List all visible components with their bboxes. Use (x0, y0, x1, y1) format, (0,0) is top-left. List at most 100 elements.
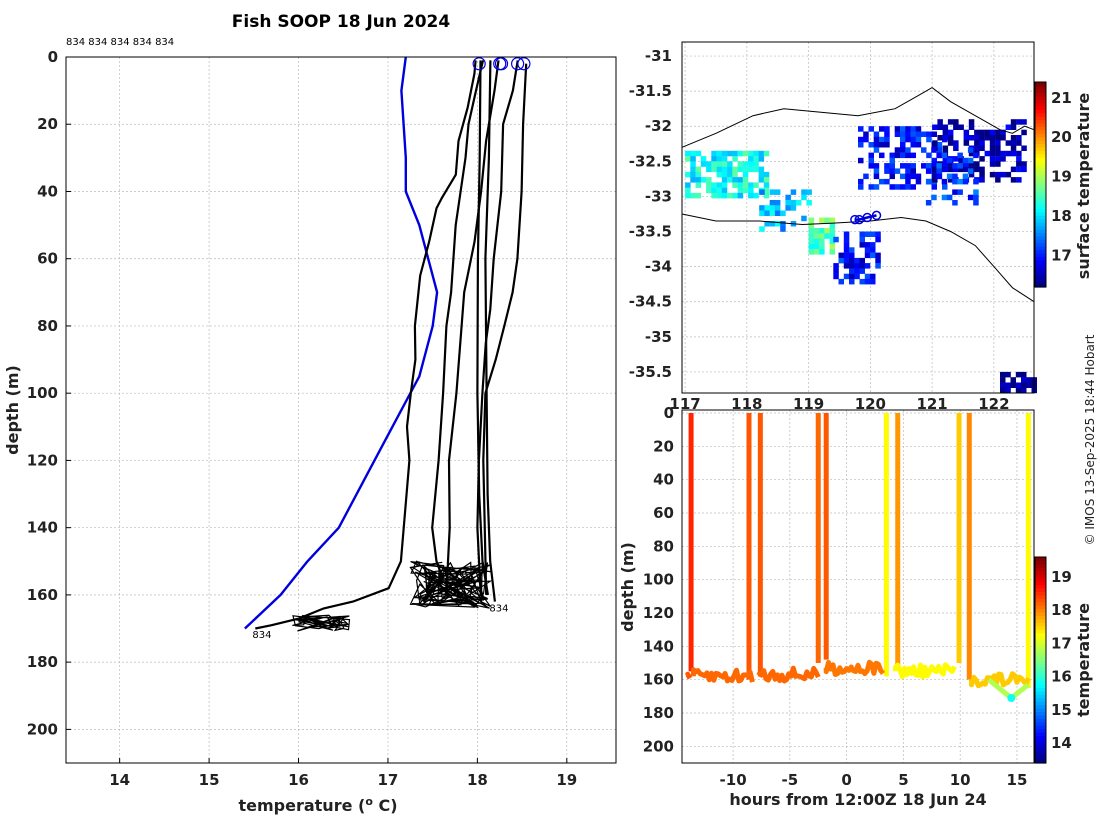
sst-pixel (859, 278, 865, 285)
time-colorbar-swatch (1035, 670, 1046, 675)
sst-pixel (995, 161, 1001, 167)
sst-pixel (1026, 377, 1032, 383)
sst-pixel (1005, 150, 1012, 157)
sst-pixel (759, 205, 765, 211)
sst-pixel (973, 178, 979, 185)
time-tick-label: 5 (898, 771, 908, 789)
map-colorbar-swatch (1035, 252, 1046, 257)
time-colorbar-swatch (1035, 591, 1046, 596)
sst-pixel (989, 161, 996, 167)
sst-pixel (863, 131, 869, 137)
sst-pixel (769, 200, 776, 206)
sst-pixel (1016, 177, 1022, 183)
sst-pixel (858, 178, 864, 185)
sst-pixel (947, 177, 954, 183)
sst-pixel (685, 150, 691, 157)
sst-pixel (879, 142, 885, 148)
time-colorbar-swatch (1035, 618, 1046, 623)
sst-pixel (742, 166, 749, 173)
time-depth-y-axis-label: depth (m) (618, 542, 637, 632)
sst-pixel (952, 200, 958, 206)
sst-pixel (1016, 140, 1022, 146)
sst-pixel (884, 163, 890, 169)
sst-pixel (742, 161, 749, 167)
time-colorbar-swatch (1035, 704, 1046, 709)
climatology-line (244, 56, 439, 630)
sst-pixel (748, 161, 754, 167)
sst-pixel (690, 192, 696, 199)
sst-pixel (1016, 161, 1022, 167)
time-colorbar-tick-label: 14 (1051, 734, 1072, 752)
sst-pixel (1000, 129, 1006, 136)
sst-pixel (973, 189, 979, 195)
sst-pixel (931, 184, 937, 190)
sst-pixel (758, 166, 765, 173)
sst-pixel (864, 273, 871, 280)
sst-pixel (721, 171, 728, 178)
time-colorbar-tick-label: 16 (1051, 668, 1072, 686)
sst-pixel (819, 243, 825, 250)
sst-pixel (813, 238, 820, 245)
map-colorbar-swatch (1035, 143, 1046, 148)
sst-pixel (858, 126, 864, 132)
profile-bottom-tangle (409, 560, 493, 609)
map-colorbar-swatch (1035, 102, 1046, 107)
depth-tick-label: 20 (653, 437, 674, 455)
time-colorbar-tick-label: 19 (1051, 568, 1072, 586)
sst-pixel (894, 126, 901, 132)
sst-pixel (1026, 382, 1032, 388)
sst-pixel (905, 163, 911, 169)
sst-pixel (727, 150, 733, 157)
sst-pixel (763, 150, 770, 157)
tow-segment (756, 665, 821, 684)
time-colorbar-swatch (1035, 694, 1046, 699)
sst-pixel (905, 136, 911, 143)
sst-pixel (942, 184, 948, 190)
map-colorbar-swatch (1035, 259, 1046, 264)
map-colorbar-swatch (1035, 88, 1046, 93)
sst-pixel (721, 182, 728, 188)
sst-pixel (958, 156, 964, 162)
map-colorbar-frame (1034, 81, 1047, 288)
sst-pixel (833, 273, 839, 280)
sst-pixel (957, 178, 963, 185)
sst-pixel (833, 236, 839, 243)
depth-tick-label: 160 (643, 671, 674, 689)
x-tick-label: 16 (288, 771, 309, 789)
sst-pixel (864, 231, 871, 237)
y-tick-label: 40 (37, 182, 58, 200)
time-colorbar-swatch (1035, 653, 1046, 658)
sst-pixel (764, 221, 770, 227)
profile-bottom-tangle (292, 614, 351, 632)
map-colorbar-swatch (1035, 225, 1046, 230)
sst-pixel (941, 178, 948, 185)
sst-pixel (915, 142, 922, 148)
sst-pixel (900, 163, 906, 169)
sst-pixel (721, 177, 728, 183)
sst-pixel (1021, 371, 1027, 378)
sst-pixel (769, 221, 776, 227)
sst-pixel (858, 142, 864, 148)
sst-pixel (953, 140, 959, 146)
sst-pixel (716, 166, 723, 173)
sst-pixel (937, 119, 943, 125)
sst-pixel (873, 168, 880, 174)
time-colorbar-swatch (1035, 660, 1046, 665)
sst-pixel (690, 166, 696, 173)
sst-pixel (801, 194, 807, 201)
time-colorbar-swatch (1035, 749, 1046, 754)
sst-pixel (974, 145, 980, 151)
sst-pixel (910, 136, 916, 143)
sst-pixel (711, 182, 717, 188)
map-colorbar-swatch (1035, 208, 1046, 213)
sst-pixel (769, 205, 776, 211)
map-colorbar-swatch (1035, 249, 1046, 254)
sst-pixel (737, 150, 744, 157)
time-colorbar-swatch (1035, 684, 1046, 689)
sst-pixel (870, 247, 876, 253)
sst-pixel (690, 156, 696, 162)
map-colorbar-swatch (1035, 85, 1046, 90)
sst-pixel (953, 156, 959, 162)
sst-pixel (1010, 135, 1017, 141)
time-tick-label: 10 (950, 771, 971, 789)
